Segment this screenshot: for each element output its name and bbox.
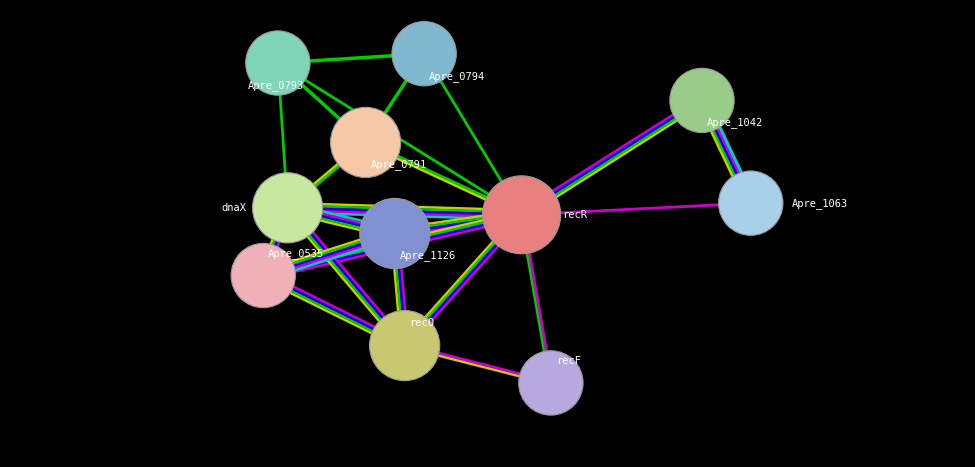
Text: Apre_0791: Apre_0791 xyxy=(370,159,427,170)
Ellipse shape xyxy=(719,171,783,235)
Text: recF: recF xyxy=(556,355,581,366)
Text: Apre_0794: Apre_0794 xyxy=(429,71,486,82)
Ellipse shape xyxy=(231,243,295,308)
Ellipse shape xyxy=(483,176,561,254)
Text: Apre_0535: Apre_0535 xyxy=(268,248,325,259)
Ellipse shape xyxy=(246,31,310,95)
Ellipse shape xyxy=(370,311,440,381)
Ellipse shape xyxy=(392,21,456,86)
Text: recR: recR xyxy=(563,210,588,220)
Ellipse shape xyxy=(360,198,430,269)
Text: Apre_1042: Apre_1042 xyxy=(707,117,763,128)
Text: Apre_0793: Apre_0793 xyxy=(248,80,304,91)
Text: dnaX: dnaX xyxy=(221,203,247,213)
Text: Apre_1126: Apre_1126 xyxy=(400,250,456,262)
Ellipse shape xyxy=(519,351,583,415)
Ellipse shape xyxy=(331,107,401,177)
Ellipse shape xyxy=(670,68,734,133)
Text: recO: recO xyxy=(410,318,435,328)
Text: Apre_1063: Apre_1063 xyxy=(792,198,848,209)
Ellipse shape xyxy=(253,173,323,243)
